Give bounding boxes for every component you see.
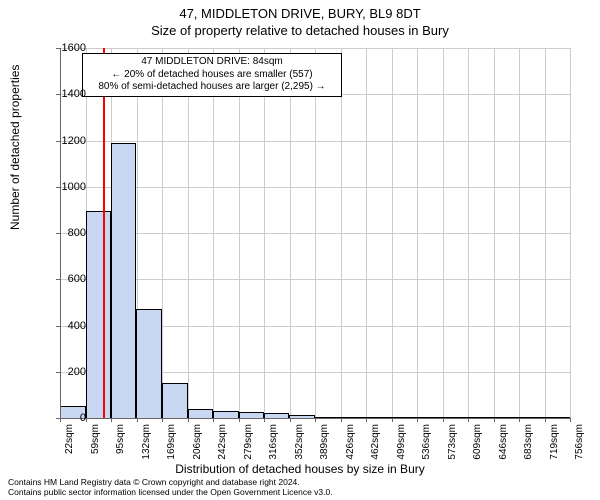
grid-line-v [443,48,444,418]
y-tick-label: 1000 [46,181,86,193]
annotation-line-1: 47 MIDDLETON DRIVE: 84sqm [87,56,337,69]
y-tick-label: 1200 [46,135,86,147]
y-tick-label: 1400 [46,88,86,100]
grid-line-v [545,48,546,418]
chart-container: 47, MIDDLETON DRIVE, BURY, BL9 8DT Size … [0,0,600,500]
x-tick-label: 536sqm [421,424,432,460]
histogram-bar [162,383,188,418]
x-tick-label: 756sqm [574,424,585,460]
annotation-box: 47 MIDDLETON DRIVE: 84sqm← 20% of detach… [82,53,342,97]
grid-line-v [468,48,469,418]
grid-line-v [366,48,367,418]
grid-line-v [519,48,520,418]
grid-line-v [162,48,163,418]
y-tick-label: 200 [46,366,86,378]
x-tick-label: 609sqm [472,424,483,460]
x-tick-label: 169sqm [166,424,177,460]
x-tick-label: 499sqm [396,424,407,460]
annotation-line-3: 80% of semi-detached houses are larger (… [87,81,337,94]
marker-line [103,48,105,418]
title-line-1: 47, MIDDLETON DRIVE, BURY, BL9 8DT [0,6,600,23]
x-tick-label: 132sqm [141,424,152,460]
grid-line-v [264,48,265,418]
x-tick-label: 279sqm [243,424,254,460]
x-axis-line [60,418,570,419]
x-tick-label: 59sqm [90,424,101,454]
chart-title: 47, MIDDLETON DRIVE, BURY, BL9 8DT Size … [0,0,600,40]
histogram-bar [188,409,213,418]
x-tick-label: 22sqm [64,424,75,454]
grid-line-v [239,48,240,418]
grid-line-v [213,48,214,418]
x-tick-label: 389sqm [319,424,330,460]
y-tick-label: 400 [46,320,86,332]
histogram-bar [213,411,239,418]
y-tick-label: 1600 [46,42,86,54]
grid-line-v [392,48,393,418]
grid-line-v [315,48,316,418]
plot-area: 47 MIDDLETON DRIVE: 84sqm← 20% of detach… [60,48,570,418]
grid-line-v [417,48,418,418]
x-tick-label: 95sqm [115,424,126,454]
attribution-line-1: Contains HM Land Registry data © Crown c… [8,477,300,487]
grid-line-v [341,48,342,418]
histogram-bar [86,211,111,418]
x-tick-label: 206sqm [192,424,203,460]
x-tick-label: 242sqm [217,424,228,460]
title-line-2: Size of property relative to detached ho… [0,23,600,40]
x-tick-label: 719sqm [549,424,560,460]
grid-line-v [188,48,189,418]
x-tick-label: 426sqm [345,424,356,460]
grid-line-v [570,48,571,418]
x-tick-label: 683sqm [523,424,534,460]
grid-line-v [290,48,291,418]
histogram-bar [111,143,137,418]
x-tick-label: 462sqm [370,424,381,460]
plot: 47 MIDDLETON DRIVE: 84sqm← 20% of detach… [60,48,570,418]
y-axis-label: Number of detached properties [8,65,22,230]
y-tick-label: 0 [46,412,86,424]
histogram-bar [136,309,162,418]
y-tick-label: 800 [46,227,86,239]
x-tick-label: 573sqm [447,424,458,460]
attribution: Contains HM Land Registry data © Crown c… [8,477,592,497]
x-tick-mark [570,418,571,422]
attribution-line-2: Contains public sector information licen… [8,487,333,497]
annotation-line-2: ← 20% of detached houses are smaller (55… [87,69,337,82]
grid-line-v [494,48,495,418]
x-axis-label: Distribution of detached houses by size … [0,462,600,476]
x-tick-label: 646sqm [498,424,509,460]
x-tick-label: 316sqm [268,424,279,460]
y-tick-label: 600 [46,273,86,285]
x-tick-label: 352sqm [294,424,305,460]
